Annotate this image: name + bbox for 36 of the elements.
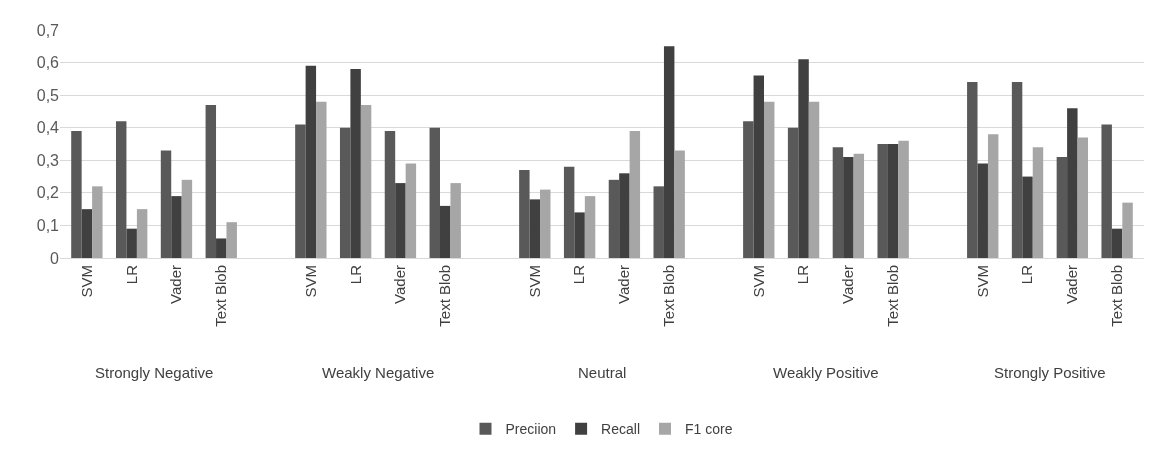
x-tick-label: LR	[794, 264, 812, 285]
x-tick-label: Text Blob	[660, 265, 678, 327]
x-tick-label: SVM	[973, 265, 991, 298]
y-tick-label: 0	[50, 249, 60, 267]
legend-label: Recall	[601, 421, 640, 438]
x-tick-label: LR	[122, 264, 140, 285]
x-tick-label: LR	[1018, 264, 1036, 285]
y-tick-label: 0,3	[36, 151, 60, 169]
x-tick-label: Vader	[839, 265, 857, 304]
x-tick-label: SVM	[525, 265, 543, 298]
x-tick-label: SVM	[749, 265, 767, 298]
x-tick-label: Text Blob	[884, 265, 902, 327]
legend-label: Preciion	[505, 421, 557, 438]
y-tick-label: 0,6	[36, 54, 60, 72]
text: Neutral	[578, 364, 627, 381]
x-tick-label: Vader	[391, 265, 409, 304]
text: Weakly Negative	[322, 364, 435, 381]
x-tick-label: Vader	[615, 265, 633, 304]
x-tick-label: Vader	[167, 265, 185, 304]
x-tick-label: SVM	[301, 265, 319, 298]
x-tick-label: Vader	[1063, 265, 1081, 304]
x-tick-label: Text Blob	[436, 265, 454, 327]
text: Strongly Positive	[994, 364, 1106, 381]
y-tick-label: 0,2	[36, 184, 60, 202]
x-tick-label: LR	[346, 264, 364, 285]
x-tick-label: LR	[570, 264, 588, 285]
y-tick-label: 0,5	[36, 86, 60, 104]
legend-label: F1 core	[685, 421, 733, 438]
y-tick-label: 0,1	[36, 217, 60, 235]
x-tick-label: Text Blob	[1107, 265, 1125, 327]
y-tick-label: 0,4	[36, 119, 60, 137]
x-tick-label: SVM	[77, 265, 95, 298]
text: Strongly Negative	[95, 364, 214, 381]
text: Weakly Positive	[773, 364, 879, 381]
x-tick-label: Text Blob	[212, 265, 230, 327]
y-tick-label: 0,7	[36, 21, 60, 39]
